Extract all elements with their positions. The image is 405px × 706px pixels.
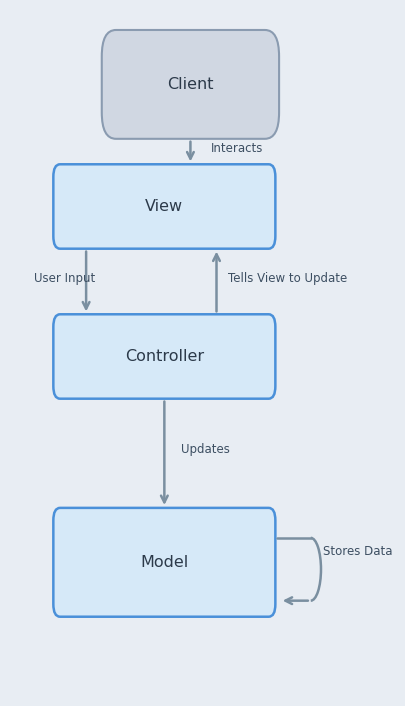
FancyBboxPatch shape xyxy=(53,314,275,399)
Text: View: View xyxy=(145,199,183,214)
FancyBboxPatch shape xyxy=(53,508,275,617)
Text: Client: Client xyxy=(167,77,214,92)
FancyBboxPatch shape xyxy=(53,164,275,249)
Text: Controller: Controller xyxy=(125,349,204,364)
Text: Tells View to Update: Tells View to Update xyxy=(228,272,347,285)
Text: User Input: User Input xyxy=(34,272,95,285)
Text: Stores Data: Stores Data xyxy=(323,545,392,558)
FancyBboxPatch shape xyxy=(102,30,279,139)
Text: Interacts: Interacts xyxy=(211,142,263,155)
Text: Updates: Updates xyxy=(181,443,230,456)
Text: Model: Model xyxy=(140,555,188,570)
